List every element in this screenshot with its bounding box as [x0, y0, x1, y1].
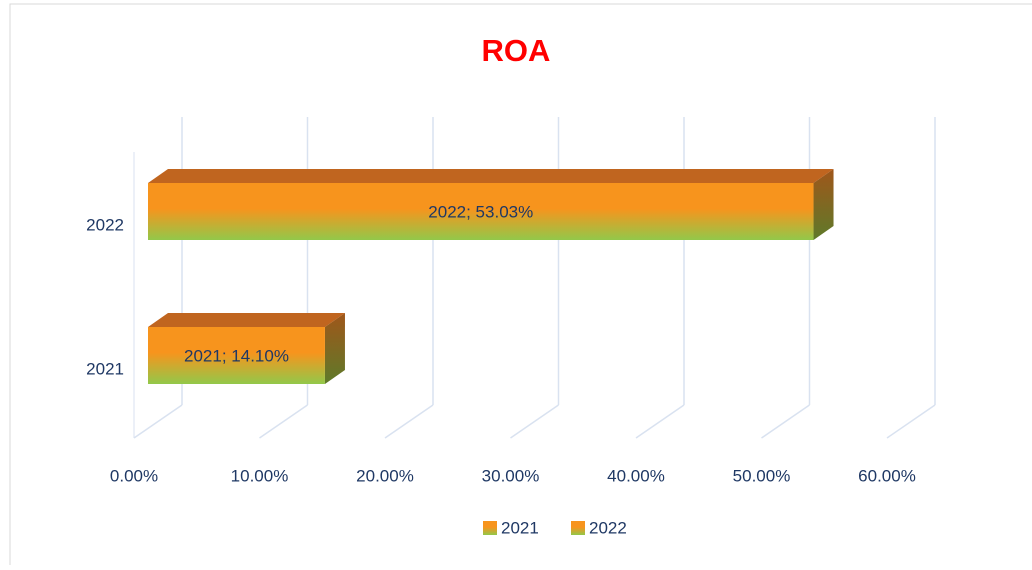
- y-tick-label: 2021: [86, 359, 124, 378]
- floor-line: [761, 404, 810, 439]
- y-tick-label: 2022: [86, 215, 124, 234]
- bar-side: [324, 313, 345, 384]
- chart-frame: [9, 3, 1032, 570]
- floor-line: [259, 404, 308, 439]
- bar-top: [148, 313, 345, 327]
- x-tick-label: 30.00%: [482, 466, 540, 485]
- floor-line: [886, 404, 936, 439]
- floor-line: [384, 404, 434, 439]
- floor-line: [510, 404, 559, 439]
- legend-swatch: [483, 521, 497, 535]
- bar: [148, 327, 325, 384]
- x-tick-label: 0.00%: [110, 466, 158, 485]
- x-tick-label: 50.00%: [733, 466, 791, 485]
- data-label: 2021; 14.10%: [184, 346, 289, 365]
- bar-top: [148, 169, 834, 183]
- chart-title: ROA: [482, 33, 551, 68]
- data-label: 2022; 53.03%: [428, 202, 533, 221]
- x-tick-label: 40.00%: [607, 466, 665, 485]
- bar-side: [813, 169, 834, 240]
- floor-line: [133, 404, 183, 439]
- bar: [148, 183, 814, 240]
- x-tick-label: 60.00%: [858, 466, 916, 485]
- legend-label: 2021: [501, 518, 539, 537]
- legend-label: 2022: [589, 518, 627, 537]
- x-tick-label: 20.00%: [356, 466, 414, 485]
- x-tick-label: 10.00%: [231, 466, 289, 485]
- floor-line: [635, 404, 685, 439]
- legend-swatch: [571, 521, 585, 535]
